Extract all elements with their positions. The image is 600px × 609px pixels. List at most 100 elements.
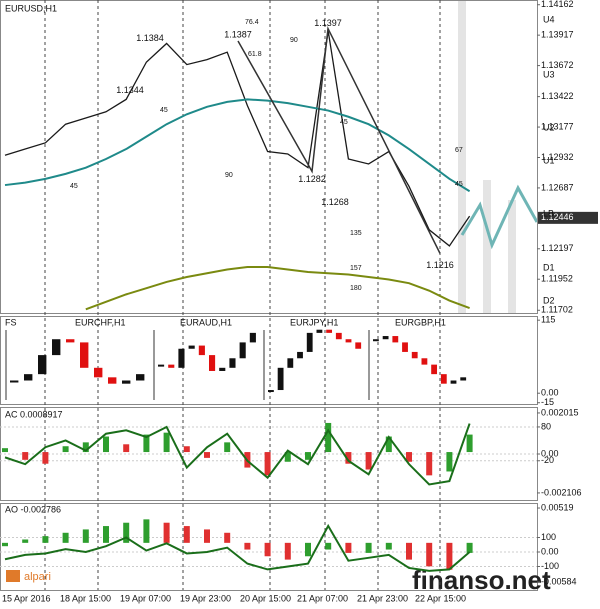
panel-title: AC 0.0008917 — [5, 409, 63, 419]
histogram-bar — [204, 529, 210, 543]
oscillator-line — [4, 523, 471, 572]
histogram-bar — [143, 519, 150, 543]
level-label: 45 — [160, 107, 168, 114]
histogram-bar — [365, 542, 372, 553]
mini-bar — [249, 332, 256, 343]
panel-subtitle: EURCHF,H1 — [75, 317, 126, 327]
peak-label: 1.1268 — [321, 197, 349, 207]
mini-bar — [168, 364, 175, 368]
histogram-bar — [224, 442, 231, 453]
x-tick-label: 21 Apr 07:00 — [297, 593, 348, 603]
forecast-path — [460, 184, 539, 250]
histogram-bar — [345, 452, 352, 464]
mini-bar — [188, 345, 195, 349]
band-label: U3 — [543, 69, 555, 79]
band-label: D1 — [543, 262, 555, 272]
histogram-bar — [22, 452, 29, 460]
y-tick-label: 1.13422 — [541, 91, 574, 101]
mini-bar — [219, 367, 226, 371]
y-tick-label: 0.00 — [541, 388, 559, 398]
histogram-bar — [82, 529, 89, 543]
histogram-bar — [42, 452, 49, 464]
forecast-zones — [458, 0, 516, 313]
peak-label: 1.1397 — [314, 18, 342, 28]
level-label: 61.8 — [248, 51, 262, 58]
histogram-bar — [426, 452, 433, 476]
histogram-bar — [305, 452, 311, 460]
level-label: 67 — [455, 147, 463, 154]
current-price-box — [538, 211, 598, 224]
level-label: 45 — [455, 181, 463, 188]
level-label: 45 — [70, 183, 78, 190]
peak-label: 1.1282 — [298, 174, 326, 184]
level-label: 135 — [350, 230, 362, 237]
y-tick-label: -15 — [541, 397, 554, 407]
histogram-bar — [325, 422, 332, 453]
mini-bar — [277, 367, 284, 391]
x-tick-label: 15 Apr 2016 — [2, 593, 51, 603]
band-label: LB — [543, 208, 554, 218]
histogram-bar — [446, 452, 453, 472]
histogram-bar — [426, 542, 433, 567]
mini-bar — [10, 380, 19, 383]
mini-bar — [158, 364, 165, 367]
band-label: U1 — [543, 155, 555, 165]
y-tick-label: -100 — [541, 561, 559, 571]
panel-title: FS — [5, 317, 17, 327]
band-label: U4 — [543, 14, 555, 24]
histogram-bar — [62, 446, 69, 453]
logo: alpari — [24, 571, 51, 583]
y-tick-label: 1.12687 — [541, 182, 574, 192]
mini-bar — [450, 380, 457, 384]
histogram-bar — [103, 436, 109, 453]
mini-bar — [326, 329, 333, 333]
histogram-bar — [183, 446, 190, 453]
y-tick-label: 1.13917 — [541, 30, 574, 40]
mini-bar — [80, 342, 89, 368]
level-label: 180 — [350, 285, 362, 292]
histogram-bar — [2, 448, 8, 453]
x-tick-label: 20 Apr 15:00 — [240, 593, 291, 603]
histogram-bar — [466, 434, 473, 453]
mini-bar — [316, 329, 323, 333]
y-tick-label: 1.12932 — [541, 152, 574, 162]
histogram-bar — [406, 452, 412, 462]
histogram-bar — [204, 452, 210, 458]
y-tick-label: 0.00 — [541, 546, 559, 556]
mini-bar — [178, 348, 185, 368]
mini-bar — [268, 390, 274, 393]
mini-bar — [66, 339, 75, 343]
x-tick-label: 19 Apr 07:00 — [120, 593, 171, 603]
mini-bar — [402, 342, 408, 352]
y-tick-label: 0.00 — [541, 448, 559, 458]
histogram-bar — [163, 522, 170, 543]
mini-bar — [335, 332, 342, 340]
mini-bar — [460, 377, 467, 381]
panel-subtitle: EURAUD,H1 — [180, 317, 232, 327]
peak-label: 1.1216 — [426, 260, 454, 270]
histogram-bar — [385, 436, 392, 453]
price-line — [4, 98, 471, 193]
logo-icon — [6, 570, 20, 582]
histogram-bar — [163, 432, 170, 453]
mini-bar — [392, 336, 399, 343]
x-tick-label: 18 Apr 15:00 — [60, 593, 111, 603]
y-tick-label: 1.13672 — [541, 60, 574, 70]
mini-bar — [373, 339, 379, 342]
oscillator-line — [4, 423, 471, 486]
histogram-bar — [224, 532, 231, 543]
price-line — [85, 266, 470, 311]
chart-title: EURUSD,H1 — [5, 3, 57, 13]
level-label: 45 — [340, 119, 348, 126]
zigzag — [237, 25, 441, 254]
histogram-bar — [2, 542, 8, 547]
peak-label: 1.1344 — [116, 85, 144, 95]
panel-subtitle: EURJPY,H1 — [290, 317, 338, 327]
mini-bar — [431, 364, 438, 375]
mini-bar — [411, 351, 418, 359]
y-tick-label: 1.11952 — [541, 274, 573, 284]
histogram-bar — [22, 539, 29, 543]
level-label: 76.4 — [245, 19, 259, 26]
histogram-bar — [62, 532, 69, 543]
mini-bar — [229, 358, 236, 368]
